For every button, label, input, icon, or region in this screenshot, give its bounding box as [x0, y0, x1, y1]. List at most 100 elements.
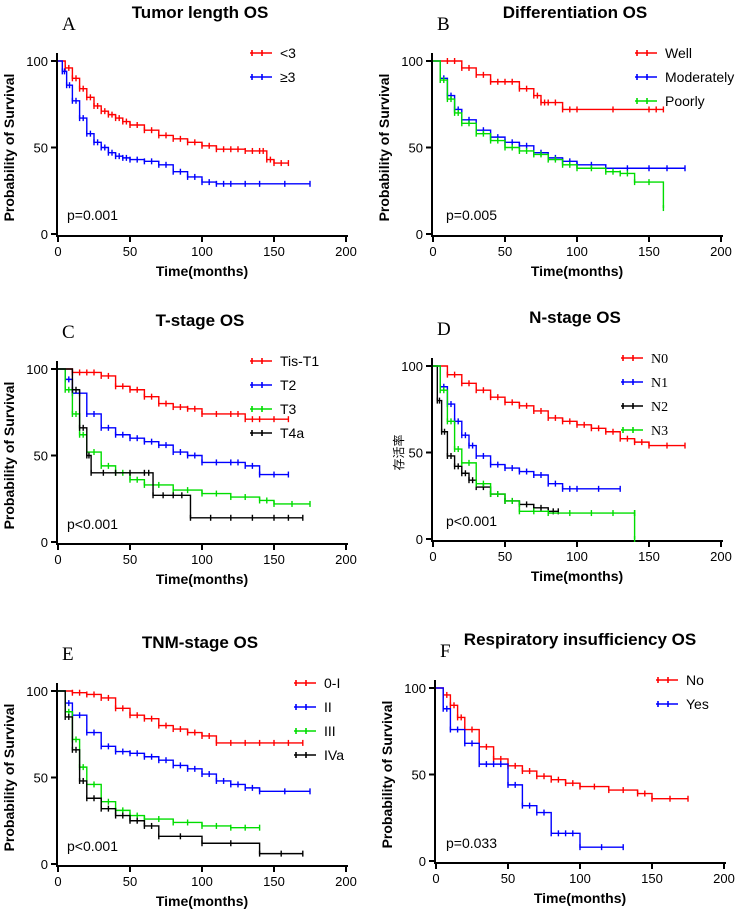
x-tick-label: 200: [335, 244, 357, 259]
panel-f: Respiratory insufficiency OS F 0 50 100 0 50 10…: [379, 630, 735, 906]
y-tick-label: 0: [41, 857, 48, 872]
p-value: p=0.005: [446, 207, 497, 223]
panel-letter: A: [62, 14, 76, 35]
x-tick-label: 0: [429, 549, 436, 564]
y-tick-label: 0: [419, 854, 426, 869]
legend-label: No: [686, 672, 704, 688]
legend-label: III: [324, 723, 336, 739]
series-line-T3: [58, 368, 310, 505]
y-tick-label: 100: [401, 54, 423, 69]
panel-d: N-stage OS D 0 50 100 0 50 100 150 200 Time(months…: [391, 308, 732, 584]
series-line-Poorly: [433, 60, 665, 209]
x-tick-label: 200: [335, 874, 357, 889]
chart-title: Differentiation OS: [503, 3, 648, 22]
p-value: p=0.033: [446, 835, 497, 851]
p-value: p<0.001: [446, 513, 497, 529]
legend-label: Yes: [686, 696, 709, 712]
x-axis-label: Time(months): [156, 571, 248, 587]
legend-label: Poorly: [665, 93, 705, 109]
legend-label: N2: [651, 400, 668, 415]
series-line-0-I: [58, 690, 303, 744]
y-tick-label: 100: [26, 362, 48, 377]
y-tick-label: 100: [404, 681, 426, 696]
panel-letter: D: [437, 319, 451, 340]
x-axis-label: Time(months): [156, 263, 248, 279]
y-tick-label: 50: [34, 771, 48, 786]
x-tick-label: 100: [569, 871, 591, 886]
series-line-N0: [433, 365, 685, 447]
x-tick-label: 200: [713, 871, 735, 886]
x-tick-label: 150: [263, 244, 285, 259]
legend-label: 0-I: [324, 675, 340, 691]
chart-title: Tumor length OS: [132, 3, 269, 22]
legend-label: T4a: [280, 425, 304, 441]
y-axis-label: Probability of Survival: [1, 74, 17, 222]
x-tick-label: 0: [54, 874, 61, 889]
series-line-IVa: [58, 690, 303, 855]
legend-label: Tis-T1: [280, 353, 319, 369]
panel-b: Differentiation OS B 0 50 100 0 50 100 150 200 Tim…: [376, 3, 734, 279]
panel-e: TNM-stage OS E 0 50 100 0 50 100 150 200 Time(mont…: [1, 633, 357, 909]
panel-letter: E: [62, 644, 74, 665]
y-tick-label: 50: [34, 449, 48, 464]
y-tick-label: 0: [416, 532, 423, 547]
legend-label: N0: [651, 352, 668, 367]
x-tick-label: 150: [641, 871, 663, 886]
panel-letter: B: [437, 14, 450, 35]
x-tick-label: 200: [710, 244, 732, 259]
y-tick-label: 50: [409, 446, 423, 461]
x-axis-label: Time(months): [156, 893, 248, 909]
legend-label: T2: [280, 377, 297, 393]
x-tick-label: 100: [566, 244, 588, 259]
legend-label: Well: [665, 45, 692, 61]
legend-label: <3: [280, 45, 296, 61]
y-axis-label: Probability of Survival: [376, 74, 392, 222]
x-axis-label: Time(months): [531, 568, 623, 584]
x-tick-label: 100: [191, 244, 213, 259]
y-axis-label: Probability of Survival: [1, 704, 17, 852]
legend-label: N3: [651, 424, 668, 439]
series-line-N2: [433, 365, 559, 513]
x-tick-label: 0: [432, 871, 439, 886]
x-axis-label: Time(months): [531, 263, 623, 279]
p-value: p<0.001: [67, 516, 118, 532]
x-tick-label: 200: [335, 552, 357, 567]
series-line-II: [58, 690, 310, 793]
x-tick-label: 50: [498, 549, 512, 564]
x-tick-label: 0: [54, 244, 61, 259]
y-tick-label: 100: [26, 684, 48, 699]
x-axis-label: Time(months): [534, 890, 626, 906]
y-tick-label: 50: [412, 768, 426, 783]
panel-letter: C: [62, 322, 75, 343]
x-tick-label: 100: [566, 549, 588, 564]
x-tick-label: 50: [123, 552, 137, 567]
y-axis-label: Probability of Survival: [1, 382, 17, 530]
x-tick-label: 200: [710, 549, 732, 564]
series-line-Yes: [436, 687, 624, 848]
x-tick-label: 50: [501, 871, 515, 886]
y-tick-label: 0: [41, 227, 48, 242]
legend-label: ≥3: [280, 69, 296, 85]
series-line-T4a: [58, 368, 303, 519]
chart-title: T-stage OS: [156, 311, 245, 330]
panel-letter: F: [440, 641, 451, 662]
y-tick-label: 100: [26, 54, 48, 69]
x-tick-label: 50: [123, 874, 137, 889]
series-line-Tis-T1: [58, 368, 289, 420]
y-tick-label: 0: [416, 227, 423, 242]
y-axis-label: 存活率: [391, 434, 406, 470]
x-tick-label: 150: [263, 552, 285, 567]
x-tick-label: 50: [498, 244, 512, 259]
x-tick-label: 150: [263, 874, 285, 889]
legend-label: IVa: [324, 747, 344, 763]
x-tick-label: 100: [191, 552, 213, 567]
legend-label: II: [324, 699, 332, 715]
panel-c: T-stage OS C 0 50 100 0 50 100 150 200 Time(months…: [1, 311, 357, 587]
y-tick-label: 50: [409, 141, 423, 156]
legend-label: Moderately: [665, 69, 734, 85]
series-line-≥3: [58, 60, 310, 185]
x-tick-label: 0: [54, 552, 61, 567]
panel-a: Tumor length OS A 0 50 100 0 50 100 150 200 Time(m…: [1, 3, 357, 279]
y-axis-label: Probability of Survival: [379, 701, 395, 849]
